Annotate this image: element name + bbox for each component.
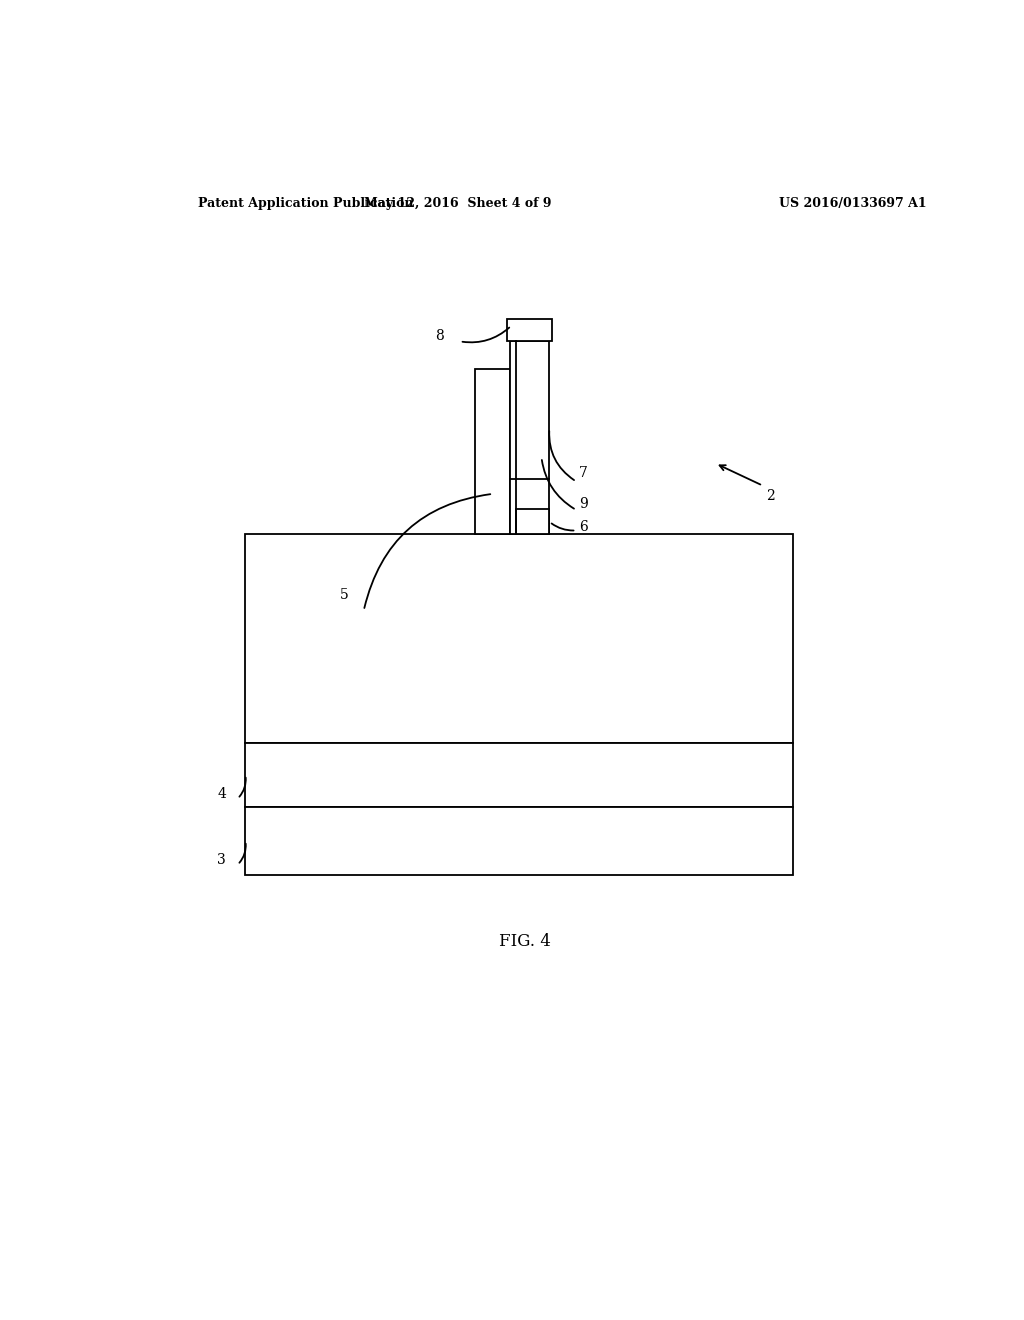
Text: 7: 7	[579, 466, 588, 480]
Text: 5: 5	[340, 589, 348, 602]
Text: May 12, 2016  Sheet 4 of 9: May 12, 2016 Sheet 4 of 9	[364, 197, 551, 210]
Text: 9: 9	[579, 496, 588, 511]
Bar	[246, 535, 793, 743]
Bar	[475, 368, 510, 535]
Text: 8: 8	[435, 329, 444, 343]
Text: 6: 6	[579, 520, 588, 535]
Bar	[507, 319, 552, 342]
Text: FIG. 4: FIG. 4	[499, 932, 551, 949]
Bar	[516, 510, 550, 535]
Text: 4: 4	[217, 787, 226, 801]
Bar	[246, 743, 793, 807]
Text: Patent Application Publication: Patent Application Publication	[198, 197, 414, 210]
Text: 2: 2	[766, 488, 775, 503]
Text: 3: 3	[217, 853, 226, 867]
Bar	[510, 342, 550, 535]
Bar	[246, 807, 793, 875]
Text: US 2016/0133697 A1: US 2016/0133697 A1	[778, 197, 927, 210]
